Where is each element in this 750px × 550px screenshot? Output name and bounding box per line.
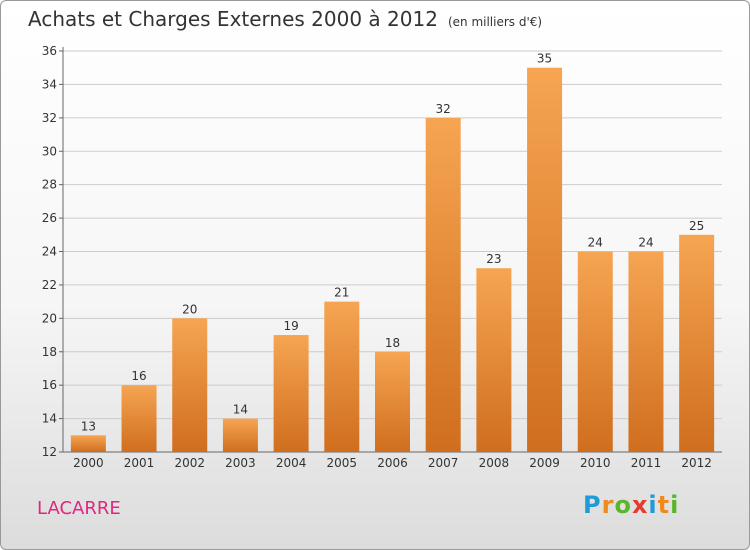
bar-2006 xyxy=(375,351,410,452)
place-name: LACARRE xyxy=(37,498,121,519)
y-tick-label: 22 xyxy=(42,278,57,292)
data-label: 14 xyxy=(233,403,248,417)
data-label: 35 xyxy=(537,52,552,66)
bar-2004 xyxy=(273,335,309,452)
data-label: 13 xyxy=(81,419,96,433)
x-tick-label: 2012 xyxy=(681,456,712,470)
data-label: 16 xyxy=(131,369,146,383)
data-label: 20 xyxy=(182,302,197,316)
x-tick-label: 2010 xyxy=(580,456,611,470)
proxiti-logo: Proxiti xyxy=(583,491,679,519)
data-label: 24 xyxy=(588,236,603,250)
y-tick-label: 28 xyxy=(42,178,57,192)
bar-2005 xyxy=(324,301,360,452)
data-label: 19 xyxy=(283,319,298,333)
chart-subtitle: (en milliers d'€) xyxy=(447,15,543,29)
y-tick-label: 32 xyxy=(42,111,57,125)
bar-2010 xyxy=(577,251,613,452)
bar-2002 xyxy=(172,318,208,452)
logo-letter: P xyxy=(583,491,602,519)
y-tick-label: 36 xyxy=(42,44,57,58)
x-tick-label: 2011 xyxy=(631,456,662,470)
bar-2011 xyxy=(628,251,664,452)
y-tick-label: 20 xyxy=(42,311,57,325)
bar-2000 xyxy=(70,435,106,452)
x-tick-label: 2004 xyxy=(276,456,307,470)
bar-2001 xyxy=(121,385,157,452)
y-tick-label: 24 xyxy=(42,245,57,259)
logo-letter: i xyxy=(670,491,680,519)
x-tick-label: 2005 xyxy=(327,456,358,470)
logo-letter: x xyxy=(631,491,649,519)
data-label: 23 xyxy=(486,252,501,266)
bar-2007 xyxy=(425,117,461,452)
logo-letter: r xyxy=(601,491,615,519)
chart-title: Achats et Charges Externes 2000 à 2012 (e… xyxy=(28,7,542,31)
x-tick-label: 2003 xyxy=(225,456,256,470)
logo-letter: t xyxy=(657,491,671,519)
bar-2009 xyxy=(527,67,563,452)
bar-2008 xyxy=(476,268,512,452)
x-tick-label: 2009 xyxy=(529,456,560,470)
data-label: 25 xyxy=(689,219,704,233)
x-tick-label: 2006 xyxy=(377,456,408,470)
data-label: 21 xyxy=(334,286,349,300)
y-tick-label: 26 xyxy=(42,211,57,225)
y-tick-label: 12 xyxy=(42,445,57,459)
data-label: 18 xyxy=(385,336,400,350)
y-tick-label: 16 xyxy=(42,378,57,392)
logo-letter: i xyxy=(648,491,658,519)
y-tick-label: 34 xyxy=(42,77,57,91)
y-tick-label: 14 xyxy=(42,412,57,426)
logo-letter: o xyxy=(614,491,632,519)
x-tick-label: 2007 xyxy=(428,456,459,470)
x-tick-label: 2002 xyxy=(174,456,205,470)
data-label: 32 xyxy=(436,102,451,116)
x-tick-label: 2008 xyxy=(479,456,510,470)
title-text: Achats et Charges Externes 2000 à 2012 xyxy=(28,7,438,31)
y-tick-label: 18 xyxy=(42,345,57,359)
y-tick-label: 30 xyxy=(42,144,57,158)
x-tick-label: 2001 xyxy=(124,456,155,470)
data-label: 24 xyxy=(638,236,653,250)
bar-2012 xyxy=(679,234,715,452)
x-tick-label: 2000 xyxy=(73,456,104,470)
bar-2003 xyxy=(222,418,258,452)
